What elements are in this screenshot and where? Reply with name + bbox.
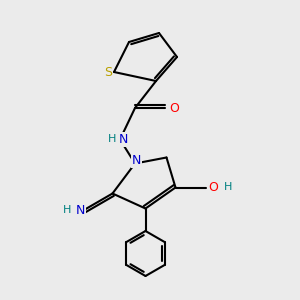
Text: N: N	[76, 203, 85, 217]
Text: N: N	[119, 133, 128, 146]
Text: H: H	[63, 205, 72, 215]
Text: N: N	[132, 154, 141, 167]
Text: S: S	[104, 65, 112, 79]
Text: H: H	[224, 182, 232, 193]
Text: O: O	[169, 101, 179, 115]
Text: O: O	[208, 181, 218, 194]
Text: H: H	[108, 134, 117, 145]
